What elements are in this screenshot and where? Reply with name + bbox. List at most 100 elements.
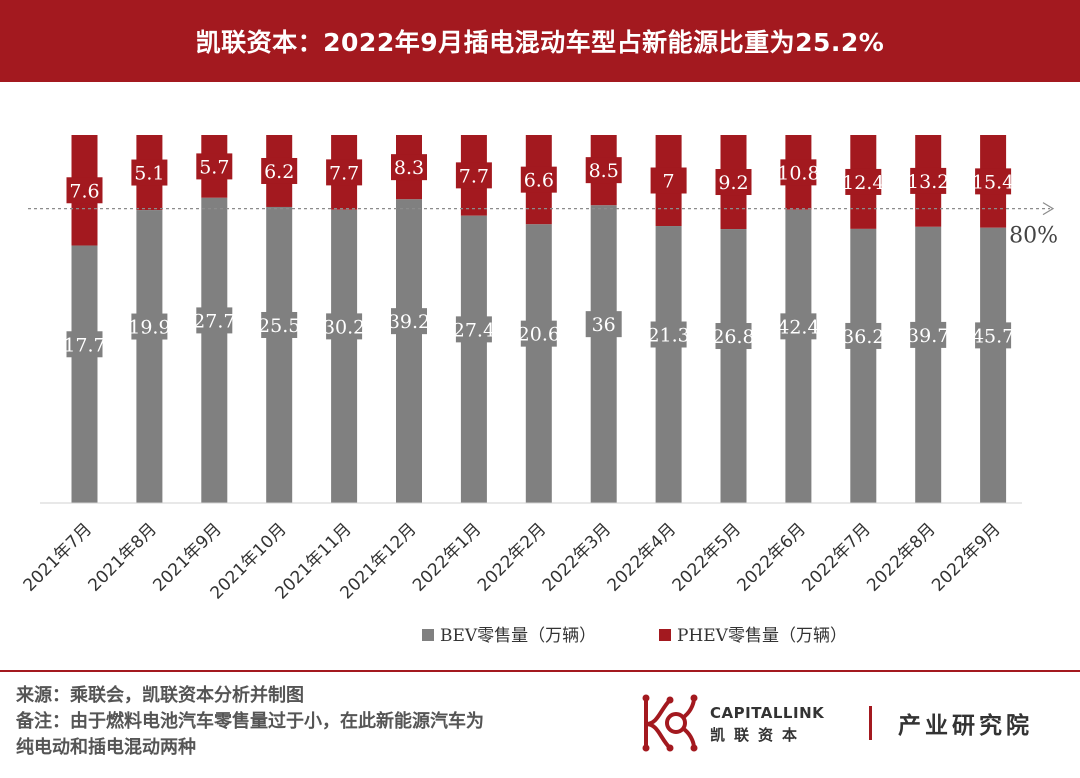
x-axis-layer: 2021年7月2021年8月2021年9月2021年10月2021年11月202…	[20, 502, 1022, 603]
logo-name-cn: 凯联资本	[710, 726, 807, 744]
phev-label-plaque	[520, 166, 557, 193]
phev-value-label: 13.2	[907, 171, 949, 193]
phev-value-label: 7	[663, 171, 675, 193]
phev-label-plaque	[910, 167, 947, 194]
bev-label-plaque	[391, 308, 427, 335]
x-tick-label: 2022年3月	[539, 519, 615, 595]
bev-value-label: 45.7	[972, 325, 1014, 347]
stacked-bar-chart: 7.6 17.7 5.1 19.9 5.7 27.7 6.2 25.5 7.7 30.2 8.3 39…	[20, 135, 1058, 646]
bev-bar	[590, 205, 617, 504]
phev-value-label: 9.2	[718, 172, 748, 194]
bev-value-label: 27.4	[453, 319, 495, 341]
x-tick-label: 2022年2月	[474, 519, 550, 595]
note-text-line2: 纯电动和插电混动两种	[16, 737, 196, 758]
phev-label-plaque	[650, 167, 687, 194]
logo-separator	[869, 706, 872, 740]
bev-bar	[331, 209, 358, 503]
bev-value-label: 21.3	[647, 325, 689, 347]
company-logo: CAPITALLINK 凯联资本 产业研究院	[636, 690, 1066, 760]
x-tick-label: 2021年8月	[85, 519, 161, 595]
bev-label-plaque	[715, 323, 752, 350]
bev-bar	[460, 215, 487, 503]
note-text-line1: 备注：由于燃料电池汽车零售量过于小，在此新能源汽车为	[16, 711, 484, 732]
legend-label: BEV零售量（万辆）	[440, 626, 596, 646]
bev-value-label: 36	[592, 314, 616, 336]
bev-label-plaque	[66, 331, 103, 358]
bev-bar	[655, 226, 682, 504]
phev-label-plaque	[845, 168, 882, 195]
phev-value-label: 5.1	[134, 163, 164, 185]
reference-line-label: 80%	[1009, 224, 1058, 249]
phev-value-label: 7.7	[459, 165, 489, 187]
bev-value-label: 26.8	[712, 326, 754, 348]
x-tick-label: 2022年5月	[669, 519, 745, 595]
phev-label-plaque	[326, 159, 363, 186]
logo-name-en: CAPITALLINK	[710, 704, 825, 722]
legend-swatch	[659, 629, 671, 641]
logo-division: 产业研究院	[898, 713, 1033, 739]
bev-value-label: 25.5	[258, 315, 300, 337]
x-tick-label: 2021年7月	[20, 519, 96, 595]
bev-label-plaque	[261, 311, 298, 338]
bev-label-plaque	[326, 313, 363, 340]
bev-bar	[980, 227, 1007, 503]
phev-value-label: 6.6	[524, 170, 554, 192]
x-tick-label: 2022年1月	[409, 519, 485, 595]
bev-bar	[720, 229, 747, 504]
source-text: 来源：乘联会，凯联资本分析并制图	[16, 685, 304, 706]
footer-notes: 来源：乘联会，凯联资本分析并制图 备注：由于燃料电池汽车零售量过于小，在此新能源…	[16, 683, 616, 761]
bev-bar	[136, 210, 163, 503]
bev-bar	[71, 245, 98, 503]
phev-label-plaque	[975, 168, 1012, 195]
bev-value-label: 27.7	[193, 310, 235, 332]
bev-bar	[266, 206, 293, 503]
legend-label: PHEV零售量（万辆）	[677, 626, 847, 646]
phev-value-label: 8.5	[589, 160, 619, 182]
bev-label-plaque	[845, 322, 882, 349]
reference-line-layer: 80%	[28, 202, 1058, 249]
legend: BEV零售量（万辆） PHEV零售量（万辆）	[422, 626, 847, 646]
phev-label-plaque	[391, 154, 427, 181]
bev-value-label: 39.7	[907, 325, 949, 347]
bev-label-plaque	[585, 311, 622, 338]
phev-label-plaque	[585, 157, 622, 184]
bev-label-plaque	[196, 307, 233, 334]
bev-label-plaque	[780, 313, 817, 340]
x-tick-label: 2022年8月	[863, 519, 939, 595]
phev-value-label: 10.8	[777, 162, 819, 184]
bev-value-label: 19.9	[128, 317, 170, 339]
bev-bar	[850, 228, 877, 503]
bev-label-plaque	[975, 322, 1012, 349]
phev-value-label: 7.6	[69, 180, 99, 202]
x-tick-label: 2022年6月	[734, 519, 810, 595]
bev-label-plaque	[650, 321, 687, 348]
phev-label-plaque	[131, 159, 168, 186]
phev-value-label: 15.4	[972, 171, 1014, 193]
footer-divider	[0, 670, 1080, 672]
bev-bar	[785, 209, 812, 503]
bev-label-plaque	[455, 316, 492, 343]
x-tick-label: 2022年7月	[798, 519, 874, 595]
phev-label-plaque	[196, 153, 233, 180]
bev-value-label: 30.2	[323, 316, 365, 338]
phev-value-label: 12.4	[842, 172, 884, 194]
reference-arrow-icon	[1042, 202, 1055, 216]
bev-label-plaque	[131, 313, 168, 340]
bev-bar	[201, 197, 228, 503]
x-tick-label: 2022年9月	[928, 519, 1004, 595]
capitallink-logo-icon	[642, 694, 698, 752]
bev-label-plaque	[520, 320, 557, 347]
phev-value-label: 7.7	[329, 162, 359, 184]
phev-label-plaque	[261, 157, 298, 184]
phev-value-label: 6.2	[264, 161, 294, 183]
phev-label-plaque	[455, 162, 492, 189]
bev-value-label: 39.2	[388, 311, 430, 333]
phev-value-label: 5.7	[199, 156, 229, 178]
phev-label-plaque	[715, 169, 752, 196]
phev-value-label: 8.3	[394, 157, 424, 179]
bev-value-label: 17.7	[63, 334, 105, 356]
phev-label-plaque	[66, 177, 103, 204]
bev-value-label: 42.4	[777, 316, 819, 338]
legend-swatch	[422, 629, 434, 641]
phev-label-plaque	[780, 159, 817, 186]
